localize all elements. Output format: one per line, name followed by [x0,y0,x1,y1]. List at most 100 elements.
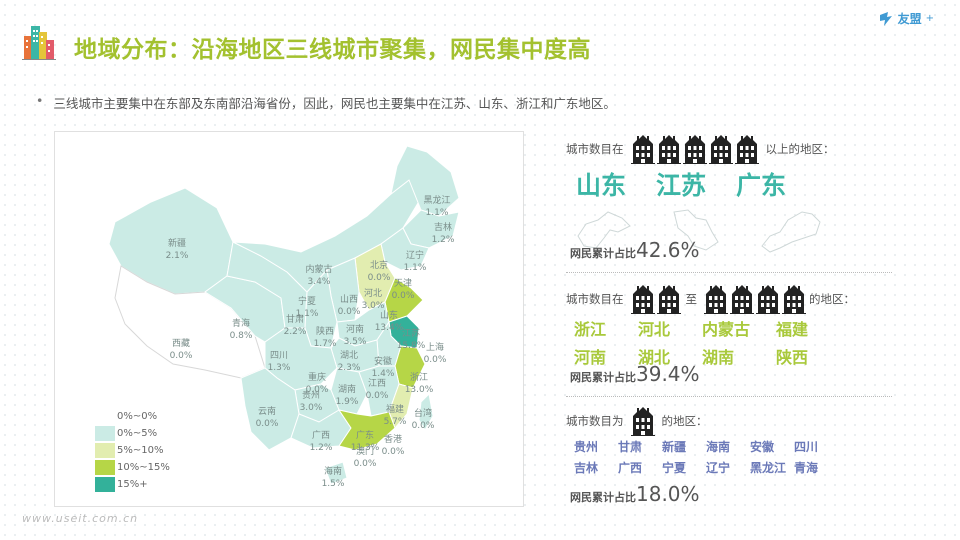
region-value: 0.0% [423,355,447,365]
region-name: 黑龙江 [423,196,451,206]
province-name: 浙江 [574,320,607,339]
region-name: 海南 [323,467,342,477]
map-region-label: 青海 0.8% [230,318,253,342]
province-name: 吉林 [574,461,599,475]
region-name: 浙江 [409,373,428,383]
province-name: 海南 [706,440,731,454]
map-region-label: 广西 1.2% [310,430,333,454]
page-title: 地域分布：沿海地区三线城市聚集，网民集中度高 [74,37,591,63]
legend-swatch [95,409,115,424]
map-region-label: 吉林 1.2% [432,222,455,246]
region-value: 1.1% [295,309,319,319]
map-region-label: 贵州 3.0% [300,390,323,414]
map-region-label: 台湾 0.0% [412,408,435,432]
map-region-label: 河南 3.5% [344,324,367,348]
province-name: 青海 [794,461,819,475]
map-region-label: 海南 1.5% [322,466,345,490]
map-region-label: 安徽 1.4% [372,356,395,380]
province-name: 宁夏 [662,461,687,475]
region-liaoning [380,227,430,271]
brand-logo[interactable]: 友盟 + [878,10,934,27]
map-region-label: 香港 0.0% [382,434,405,458]
map-region-label: 西藏 0.0% [170,338,193,362]
region-value: 1.5% [321,479,345,489]
region-name: 广西 [311,431,330,441]
section-divider [566,396,892,397]
province-name: 黑龙江 [750,461,787,475]
region-value: 0.0% [411,421,435,431]
top-tier-prefix: 城市数目在 [566,142,624,156]
region-value: 1.3% [267,363,291,373]
map-region-label: 江苏 15.8% [397,328,426,352]
legend-item: 10%~15% [95,459,170,476]
province-name: 四川 [794,440,819,454]
map-region-label: 新疆 2.1% [166,238,189,262]
region-name: 澳门 [355,447,374,457]
region-name: 吉林 [433,223,452,233]
region-value: 0.0% [169,351,193,361]
region-name: 贵州 [301,391,320,401]
region-name: 陕西 [315,327,334,337]
mid-tier-provinces: 浙江 河北 内蒙古 福建 河南 湖北 湖南 陕西 [574,316,892,368]
region-value: 0.0% [255,419,279,429]
top-tier-provinces: 山东 江苏 广东 [576,166,892,202]
shandong-outline-icon [577,211,631,249]
stat-label: 网民累计占比 [570,491,636,504]
low-tier-stat: 网民累计占比 18.0% [570,482,700,506]
region-value: 0.0% [337,307,361,317]
map-region-label: 山西 0.0% [338,294,361,318]
region-value: 3.0% [299,403,323,413]
mid-tier-suffix: 的地区： [809,292,855,306]
building-icon [734,135,759,164]
building-icon [656,285,681,314]
province-name: 福建 [776,320,809,339]
brand-name: 友盟 [897,12,922,26]
guangdong-outline-icon [761,211,821,253]
stat-value: 39.4% [636,362,700,386]
region-name: 广东 [355,431,374,441]
region-value: 1.7% [313,339,337,349]
region-name: 西藏 [171,339,190,349]
province-outlines [574,206,892,262]
jiangsu-outline-icon [673,209,719,251]
region-name: 河南 [345,325,364,335]
map-region-label: 河北 3.0% [362,288,385,312]
building-icon [756,285,780,314]
map-region-label: 湖南 1.9% [336,384,359,408]
building-icon-group [703,284,807,314]
province-name: 湖北 [638,348,671,367]
low-tier-prefix: 城市数目为 [566,414,624,428]
building-icon [630,135,655,164]
region-value: 1.2% [309,443,333,453]
region-heilongjiang [390,145,460,217]
region-name: 甘肃 [285,315,304,325]
region-value: 0.0% [367,273,391,283]
low-tier-section: 城市数目为 的地区： 贵州 甘肃 新疆 海南 安徽 四川 吉林 广西 宁夏 辽宁… [566,406,892,476]
map-region-label: 云南 0.0% [256,406,279,430]
city-buildings-icon [22,26,56,60]
building-icon-group [630,284,682,314]
legend-item: 0%~5% [95,425,170,442]
region-value: 0.0% [381,447,405,457]
region-value: 1.9% [335,397,359,407]
province-name: 江苏 [656,171,707,200]
region-value: 15.8% [396,341,426,351]
region-name: 四川 [269,351,288,361]
province-name: 山东 [576,171,627,200]
top-tier-section: 城市数目在 以上的地区： 山东 江苏 广东 [566,134,892,262]
building-icon [708,135,733,164]
section-divider [566,272,892,273]
region-value: 0.8% [229,331,253,341]
top-tier-suffix: 以上的地区： [765,142,835,156]
province-name: 甘肃 [618,440,643,454]
province-name: 湖南 [702,348,735,367]
region-value: 0.0% [365,391,389,401]
region-value: 1.2% [431,235,455,245]
region-value: 1.4% [371,369,395,379]
map-region-label: 澳门 0.0% [354,446,377,470]
province-name: 河南 [574,348,607,367]
umeng-logo-icon [879,11,892,26]
province-name: 新疆 [662,440,687,454]
map-region-label: 北京 0.0% [368,260,391,284]
building-icon [782,285,806,314]
